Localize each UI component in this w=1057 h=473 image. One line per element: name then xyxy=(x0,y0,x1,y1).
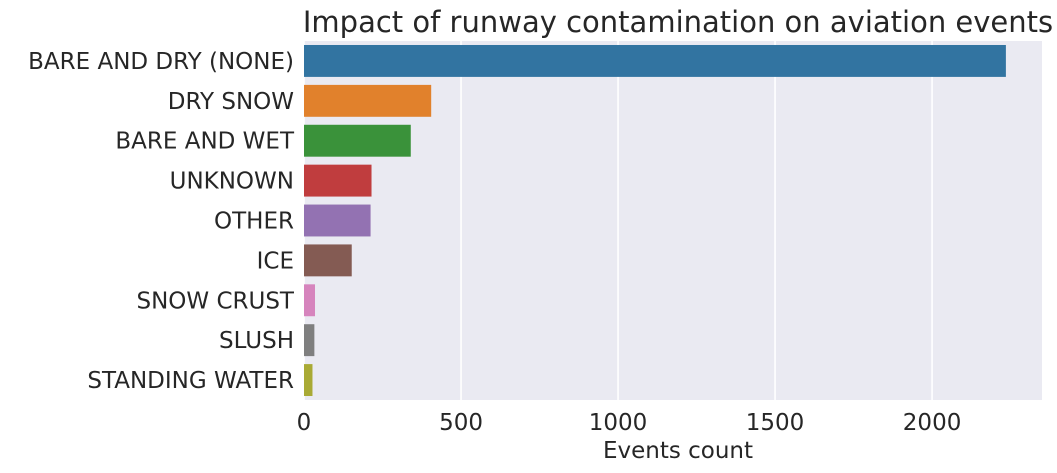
x-axis-label: Events count xyxy=(603,438,753,464)
x-tick-label: 1500 xyxy=(746,410,805,436)
category-label: BARE AND DRY (NONE) xyxy=(28,49,294,75)
x-tick-label: 2000 xyxy=(903,410,962,436)
bar xyxy=(304,204,371,237)
bars xyxy=(304,44,1006,397)
bar xyxy=(304,44,1006,77)
bar xyxy=(304,364,313,397)
category-label: OTHER xyxy=(214,209,294,235)
x-tick-label: 1000 xyxy=(589,410,648,436)
category-label: DRY SNOW xyxy=(168,89,294,115)
chart-title: Impact of runway contamination on aviati… xyxy=(303,5,1053,39)
category-label: SLUSH xyxy=(219,328,294,354)
x-tick-label: 500 xyxy=(439,410,483,436)
category-label: SNOW CRUST xyxy=(137,288,295,314)
category-label: UNKNOWN xyxy=(170,169,294,195)
bar xyxy=(304,324,315,357)
x-tick-label: 0 xyxy=(297,410,312,436)
bar xyxy=(304,164,372,197)
category-label: BARE AND WET xyxy=(115,129,295,155)
bar xyxy=(304,124,411,157)
bar xyxy=(304,244,352,277)
bar xyxy=(304,284,315,317)
category-label: ICE xyxy=(257,248,294,274)
category-labels: BARE AND DRY (NONE) DRY SNOW BARE AND WET U… xyxy=(28,49,295,394)
category-label: STANDING WATER xyxy=(87,368,294,394)
x-tick-labels: 0 500 1000 1500 2000 xyxy=(297,410,962,436)
bar xyxy=(304,84,432,117)
